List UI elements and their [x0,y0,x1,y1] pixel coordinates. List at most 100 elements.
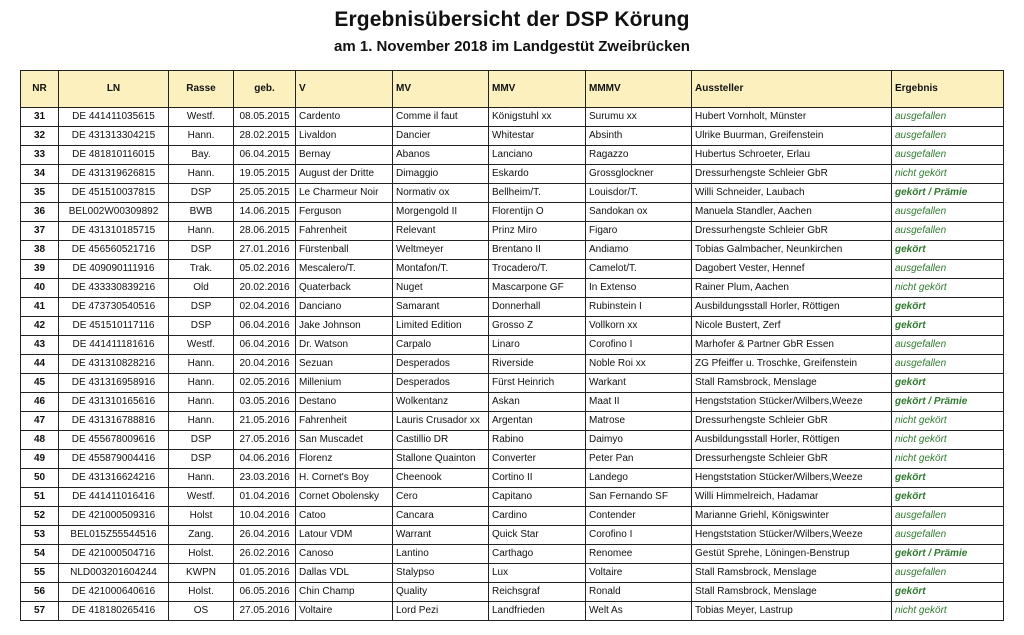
cell-ln: DE 451510117116 [58,316,169,336]
cell-rasse: DSP [168,449,234,469]
header-nr: NR [20,70,59,108]
cell-mmmv: Vollkorn xx [585,316,692,336]
cell-v: Fürstenball [295,240,393,260]
cell-mmv: Quick Star [488,525,586,545]
cell-mv: Desperados [392,354,489,374]
cell-ln: DE 431316958916 [58,373,169,393]
table-row: 38 DE 456560521716 DSP 27.01.2016 Fürstenbal… [20,240,1004,260]
header-mv: MV [392,70,489,108]
cell-nr: 37 [20,221,59,241]
cell-ergebnis: nicht gekört [891,601,1004,621]
cell-mmv: Königstuhl xx [488,107,586,127]
table-header-row: NR LN Rasse geb. V MV MMV MMMV Ausstelle… [20,70,1004,108]
cell-rasse: DSP [168,240,234,260]
cell-nr: 38 [20,240,59,260]
cell-rasse: Holst [168,506,234,526]
cell-geb: 06.04.2016 [233,316,296,336]
cell-ergebnis: ausgefallen [891,126,1004,146]
table-row: 40 DE 433330839216 Old 20.02.2016 Quaterback… [20,278,1004,298]
cell-mmmv: Matrose [585,411,692,431]
cell-ln: DE 456560521716 [58,240,169,260]
cell-mv: Limited Edition [392,316,489,336]
cell-mmmv: Figaro [585,221,692,241]
cell-geb: 28.02.2015 [233,126,296,146]
cell-ergebnis: nicht gekört [891,164,1004,184]
cell-nr: 35 [20,183,59,203]
cell-geb: 05.02.2016 [233,259,296,279]
cell-rasse: Westf. [168,107,234,127]
cell-geb: 10.04.2016 [233,506,296,526]
cell-v: Bernay [295,145,393,165]
table-row: 52 DE 421000509316 Holst 10.04.2016 Catoo Can… [20,506,1004,526]
cell-ln: DE 431310828216 [58,354,169,374]
cell-rasse: OS [168,601,234,621]
cell-mmmv: Absinth [585,126,692,146]
table-row: 35 DE 451510037815 DSP 25.05.2015 Le Charmeu… [20,183,1004,203]
table-row: 37 DE 431310185715 Hann. 28.06.2015 Fahrenhe… [20,221,1004,241]
table-row: 57 DE 418180265416 OS 27.05.2016 Voltaire Lor… [20,601,1004,621]
cell-mv: Weltmeyer [392,240,489,260]
cell-ergebnis: ausgefallen [891,335,1004,355]
cell-mv: Lord Pezi [392,601,489,621]
cell-mmmv: Voltaire [585,563,692,583]
cell-ergebnis: nicht gekört [891,430,1004,450]
table-row: 47 DE 431316788816 Hann. 21.05.2016 Fahrenhe… [20,411,1004,431]
cell-ln: BEL002W00309892 [58,202,169,222]
cell-aussteller: Stall Ramsbrock, Menslage [691,373,892,393]
cell-mv: Abanos [392,145,489,165]
cell-rasse: Westf. [168,487,234,507]
cell-nr: 46 [20,392,59,412]
cell-nr: 31 [20,107,59,127]
cell-ergebnis: gekört [891,468,1004,488]
cell-ergebnis: ausgefallen [891,221,1004,241]
cell-aussteller: Ausbildungsstall Horler, Röttigen [691,297,892,317]
cell-v: Millenium [295,373,393,393]
cell-aussteller: Hubertus Schroeter, Erlau [691,145,892,165]
cell-rasse: DSP [168,297,234,317]
cell-ln: DE 431319626815 [58,164,169,184]
cell-mv: Normativ ox [392,183,489,203]
cell-nr: 57 [20,601,59,621]
cell-mmmv: Noble Roi xx [585,354,692,374]
cell-geb: 03.05.2016 [233,392,296,412]
cell-mv: Comme il faut [392,107,489,127]
cell-mmmv: Ragazzo [585,145,692,165]
cell-nr: 41 [20,297,59,317]
cell-mmv: Linaro [488,335,586,355]
cell-mmmv: Camelot/T. [585,259,692,279]
table-row: 36 BEL002W00309892 BWB 14.06.2015 Ferguson Mo… [20,202,1004,222]
cell-aussteller: Marianne Griehl, Königswinter [691,506,892,526]
cell-mv: Samarant [392,297,489,317]
table-row: 32 DE 431313304215 Hann. 28.02.2015 Livaldon… [20,126,1004,146]
table-row: 55 NLD003201604244 KWPN 01.05.2016 Dallas VD… [20,563,1004,583]
cell-ergebnis: gekört [891,582,1004,602]
cell-ergebnis: ausgefallen [891,259,1004,279]
cell-ln: DE 431310185715 [58,221,169,241]
cell-mv: Montafon/T. [392,259,489,279]
cell-nr: 40 [20,278,59,298]
cell-nr: 55 [20,563,59,583]
cell-mmv: Converter [488,449,586,469]
cell-aussteller: Hengststation Stücker/Wilbers,Weeze [691,392,892,412]
cell-ln: DE 433330839216 [58,278,169,298]
cell-rasse: BWB [168,202,234,222]
cell-mv: Quality [392,582,489,602]
cell-rasse: Hann. [168,373,234,393]
cell-mv: Cero [392,487,489,507]
cell-rasse: DSP [168,316,234,336]
table-row: 46 DE 431310165616 Hann. 03.05.2016 Destano W… [20,392,1004,412]
cell-rasse: Holst. [168,582,234,602]
cell-mmmv: Peter Pan [585,449,692,469]
cell-mmv: Askan [488,392,586,412]
cell-ergebnis: ausgefallen [891,202,1004,222]
cell-mmmv: Daimyo [585,430,692,450]
cell-geb: 27.05.2016 [233,430,296,450]
cell-geb: 27.01.2016 [233,240,296,260]
cell-v: Le Charmeur Noir [295,183,393,203]
results-table: NR LN Rasse geb. V MV MMV MMMV Ausstelle… [20,70,1004,621]
table-row: 34 DE 431319626815 Hann. 19.05.2015 August d… [20,164,1004,184]
cell-rasse: Zang. [168,525,234,545]
cell-nr: 39 [20,259,59,279]
cell-ergebnis: gekört [891,297,1004,317]
cell-geb: 02.05.2016 [233,373,296,393]
